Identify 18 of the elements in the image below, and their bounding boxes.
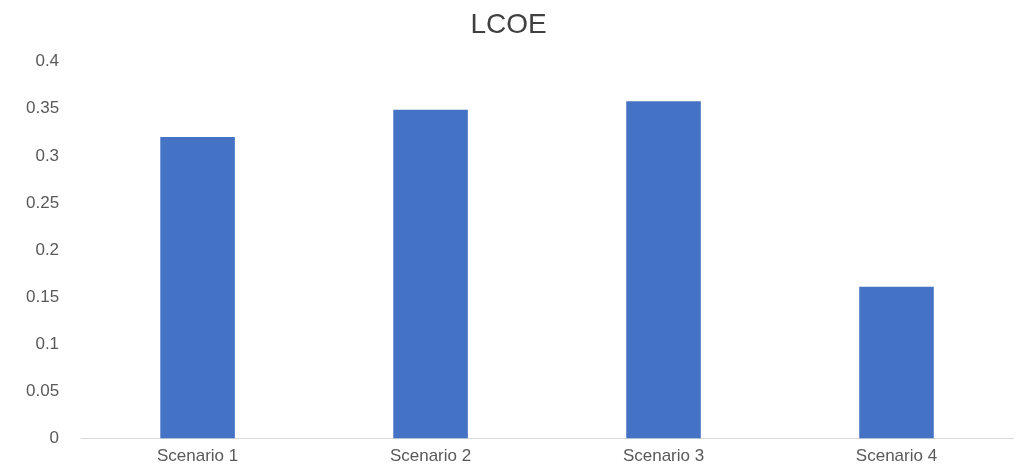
chart-title: LCOE xyxy=(470,7,547,39)
y-tick-label: 0.05 xyxy=(25,381,60,401)
y-tick-label: 0.1 xyxy=(35,334,60,354)
x-tick-label: Scenario 4 xyxy=(855,446,938,466)
y-tick-label: 0.2 xyxy=(35,239,60,259)
y-tick-label: 0.15 xyxy=(25,286,60,306)
bar xyxy=(626,101,701,439)
y-tick-label: 0.3 xyxy=(35,145,60,165)
x-tick-label: Scenario 1 xyxy=(156,446,239,466)
y-tick-label: 0.4 xyxy=(35,51,60,71)
y-tick-label: 0.25 xyxy=(25,192,60,212)
y-tick-label: 0 xyxy=(49,428,60,448)
bar xyxy=(393,109,468,439)
x-tick-label: Scenario 2 xyxy=(389,446,472,466)
bar xyxy=(160,137,235,439)
y-tick-label: 0.35 xyxy=(25,98,60,118)
x-tick-label: Scenario 3 xyxy=(622,446,705,466)
bar xyxy=(859,286,934,439)
